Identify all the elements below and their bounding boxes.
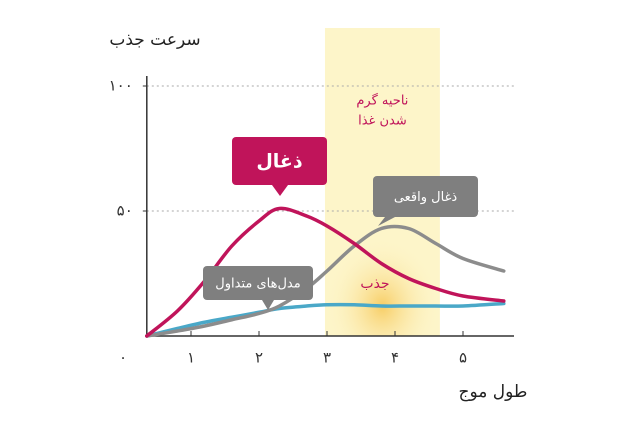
callout-pointer [272,185,288,196]
legend-callout [373,176,478,217]
x-tick-label: ٠ [119,349,127,367]
y-axis-title: سرعت جذب [109,30,200,50]
series-line [145,224,506,338]
y-tick-label: ١٠٠ [109,77,133,95]
x-tick-label: ١ [187,349,195,367]
legend-callout [203,266,313,300]
legend-label: ذغال [256,151,303,173]
x-tick-label: ۴ [391,349,399,367]
band-label: ناحیه گرم [356,93,408,109]
legend-label: مدل‌های متداول [215,277,300,292]
x-axis-title: طول موج [459,382,528,402]
series-line [145,301,506,338]
y-tick-label: ۵٠ [117,202,133,220]
legend-label: ذغال واقعی [394,190,458,205]
band-label: شدن غذا [358,114,407,129]
legend-callout [232,137,327,185]
callout-pointer [378,217,395,226]
x-tick-label: ٣ [323,349,331,367]
x-tick-label: ٢ [255,349,263,367]
x-tick-label: ۵ [459,349,467,367]
annotation: جذب [360,276,389,292]
callout-pointer [262,300,274,310]
